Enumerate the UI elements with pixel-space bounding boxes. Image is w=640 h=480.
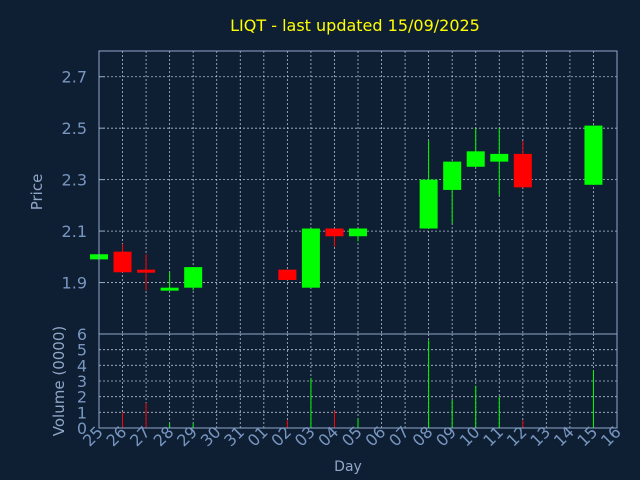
candle [349,228,367,242]
day-tick-labels: 2526272829303101020304050607080910111213… [79,422,625,450]
candle [443,161,462,224]
volume-bars [98,340,594,428]
candle [278,269,297,280]
volume-tick-label: 3 [77,372,87,391]
volume-grid [99,334,617,428]
candle-body [513,153,532,188]
candle-body [137,269,156,273]
candle [490,128,509,196]
candle-body [325,228,344,237]
volume-axis-label: Volume (0000) [50,326,68,436]
price-tick-label: 2.3 [62,171,87,190]
volume-tick-label: 0 [77,419,87,438]
price-tick-label: 2.7 [62,68,87,87]
candle-body [113,251,132,273]
candle [466,128,485,167]
candle [184,267,203,291]
price-tick-label: 2.1 [62,222,87,241]
volume-panel-frame [98,333,618,429]
candle-body [184,267,203,288]
candle-body [349,228,367,237]
candle-body [301,228,320,288]
candle [584,125,603,185]
day-tick-label: 16 [597,422,625,450]
price-tick-label: 1.9 [62,274,87,293]
x-axis-label: Day [334,459,362,475]
candle-body [160,287,179,291]
volume-tick-label: 1 [77,403,87,422]
price-grid [99,51,617,334]
chart-title: LIQT - last updated 15/09/2025 [230,16,480,35]
volume-tick-label: 4 [77,356,87,375]
candle [513,141,532,188]
candle [301,228,320,288]
candles [90,125,603,291]
candle [325,228,344,247]
candle-body [490,153,509,162]
price-tick-labels: 1.9 2.1 2.3 2.5 2.7 [62,68,87,293]
candle [160,272,179,291]
candle [113,243,132,273]
volume-tick-label: 2 [77,388,87,407]
price-tick-label: 2.5 [62,119,87,138]
candle [137,254,156,291]
candle-body [584,125,603,185]
candle-body [466,151,485,167]
volume-tick-label: 6 [77,325,87,344]
candle [419,141,438,229]
volume-tick-label: 5 [77,341,87,360]
candle-body [443,161,462,190]
price-axis-label: Price [28,174,46,211]
candle-body [278,269,297,280]
candle-body [419,179,438,229]
